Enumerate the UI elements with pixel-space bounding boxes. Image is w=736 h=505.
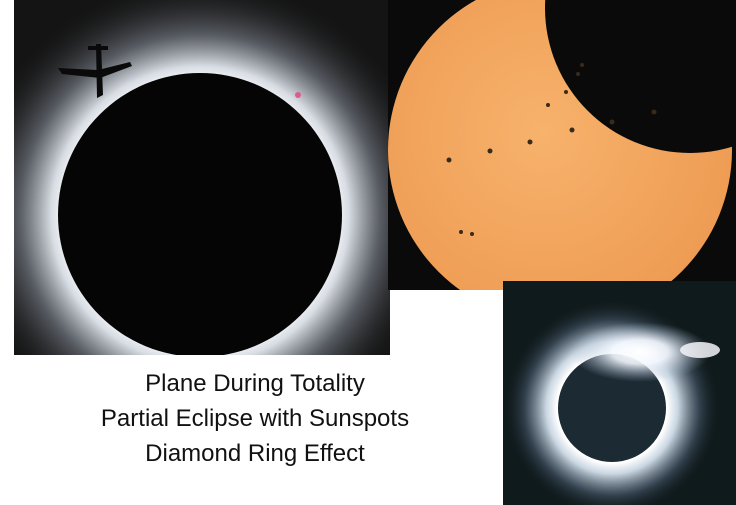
caption: Plane During Totality bbox=[60, 366, 450, 401]
page: Plane During Totality Partial Eclipse wi… bbox=[0, 0, 736, 505]
captions: Plane During Totality Partial Eclipse wi… bbox=[60, 366, 450, 471]
photo-partial bbox=[388, 0, 736, 322]
caption: Partial Eclipse with Sunspots bbox=[60, 401, 450, 436]
photo-diamond-ring bbox=[502, 281, 736, 505]
caption: Diamond Ring Effect bbox=[60, 436, 450, 471]
